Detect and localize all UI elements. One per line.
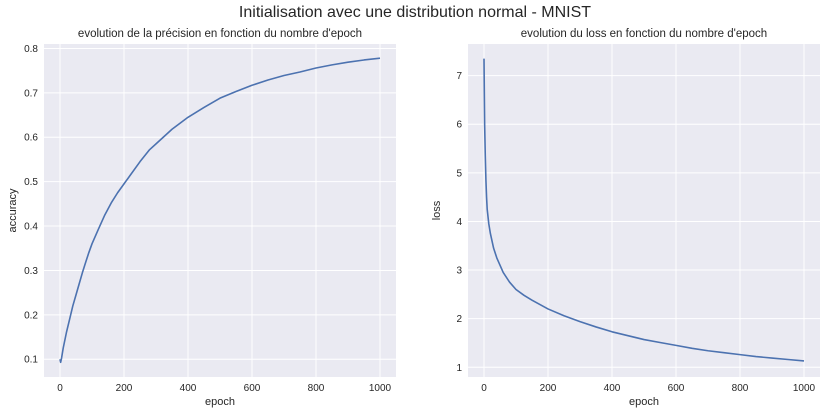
loss-y-tick-label: 5 (456, 168, 462, 179)
loss-y-tick-label: 4 (456, 217, 462, 228)
acc-y-tick-label: 0.1 (24, 355, 38, 366)
acc-y-tick-label: 0.8 (24, 44, 38, 55)
loss-x-tick-label: 800 (732, 383, 749, 394)
acc-y-tick-label: 0.4 (24, 222, 38, 233)
acc-x-tick-label: 0 (57, 383, 63, 394)
acc-y-tick-label: 0.6 (24, 133, 38, 144)
loss-y-tick-label: 7 (456, 71, 462, 82)
acc-x-tick-label: 1000 (369, 383, 392, 394)
loss-y-tick-label: 3 (456, 266, 462, 277)
acc-y-tick-label: 0.7 (24, 88, 38, 99)
acc-y-tick-label: 0.3 (24, 266, 38, 277)
acc-x-tick-label: 800 (308, 383, 325, 394)
acc-series-line (59, 57, 381, 364)
loss-series-line (483, 58, 805, 362)
acc-x-tick-label: 400 (180, 383, 197, 394)
loss-y-tick-label: 6 (456, 120, 462, 131)
acc-y-tick-label: 0.2 (24, 310, 38, 321)
loss-x-tick-label: 0 (481, 383, 487, 394)
figure-title: Initialisation avec une distribution nor… (238, 4, 592, 21)
loss-y-tick-label: 2 (456, 314, 462, 325)
acc-chart-title: evolution de la précision en fonction du… (78, 28, 362, 40)
loss-chart: 0 200 400 600 800 1000 1 2 3 4 5 6 7 evolution du los… (431, 28, 820, 408)
acc-x-tick-label: 200 (116, 383, 133, 394)
acc-x-tick-label: 600 (244, 383, 261, 394)
loss-chart-title: evolution du loss en fonction du nombre … (521, 28, 767, 40)
acc-y-tick-label: 0.5 (24, 177, 38, 188)
loss-x-tick-label: 200 (540, 383, 557, 394)
acc-y-axis-label: accuracy (7, 188, 19, 233)
loss-x-tick-label: 600 (668, 383, 685, 394)
loss-plot-area (468, 44, 820, 377)
acc-x-axis-label: epoch (205, 396, 235, 408)
loss-x-tick-label: 1000 (793, 383, 816, 394)
loss-x-axis-label: epoch (629, 396, 659, 408)
loss-y-axis-label: loss (431, 200, 443, 220)
loss-y-tick-label: 1 (456, 363, 462, 374)
loss-x-tick-label: 400 (604, 383, 621, 394)
acc-plot-area (44, 44, 396, 377)
accuracy-chart: 0 200 400 600 800 1000 0.1 0.2 0.3 0.4 0.5 0.6 0.7 0.… (7, 28, 396, 408)
